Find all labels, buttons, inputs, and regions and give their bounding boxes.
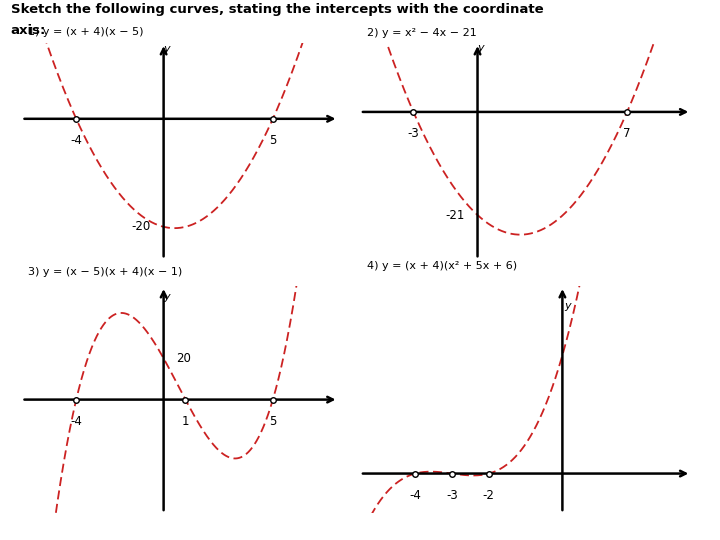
Text: 4) y = (x + 4)(x² + 5x + 6): 4) y = (x + 4)(x² + 5x + 6) bbox=[366, 261, 517, 271]
Text: y: y bbox=[163, 44, 170, 55]
Text: -2: -2 bbox=[483, 489, 495, 502]
Text: y: y bbox=[163, 292, 170, 302]
Text: axis:: axis: bbox=[11, 24, 46, 37]
Text: 3) y = (x − 5)(x + 4)(x − 1): 3) y = (x − 5)(x + 4)(x − 1) bbox=[28, 267, 182, 277]
Text: 20: 20 bbox=[176, 352, 192, 365]
Text: 1: 1 bbox=[181, 415, 189, 428]
Text: 7: 7 bbox=[624, 127, 631, 140]
Text: 1) y = (x + 4)(x − 5): 1) y = (x + 4)(x − 5) bbox=[28, 27, 143, 37]
Text: Sketch the following curves, stating the intercepts with the coordinate: Sketch the following curves, stating the… bbox=[11, 3, 544, 16]
Text: -4: -4 bbox=[71, 415, 82, 428]
Text: y: y bbox=[477, 43, 484, 53]
Text: -4: -4 bbox=[71, 134, 82, 147]
Text: 2) y = x² − 4x − 21: 2) y = x² − 4x − 21 bbox=[366, 28, 477, 38]
Text: 5: 5 bbox=[269, 415, 276, 428]
Text: -4: -4 bbox=[409, 489, 421, 502]
Text: -21: -21 bbox=[445, 208, 464, 221]
Text: -3: -3 bbox=[446, 489, 458, 502]
Text: 5: 5 bbox=[269, 134, 276, 147]
Text: y: y bbox=[564, 301, 571, 310]
Text: -3: -3 bbox=[408, 127, 419, 140]
Text: -20: -20 bbox=[132, 220, 151, 233]
